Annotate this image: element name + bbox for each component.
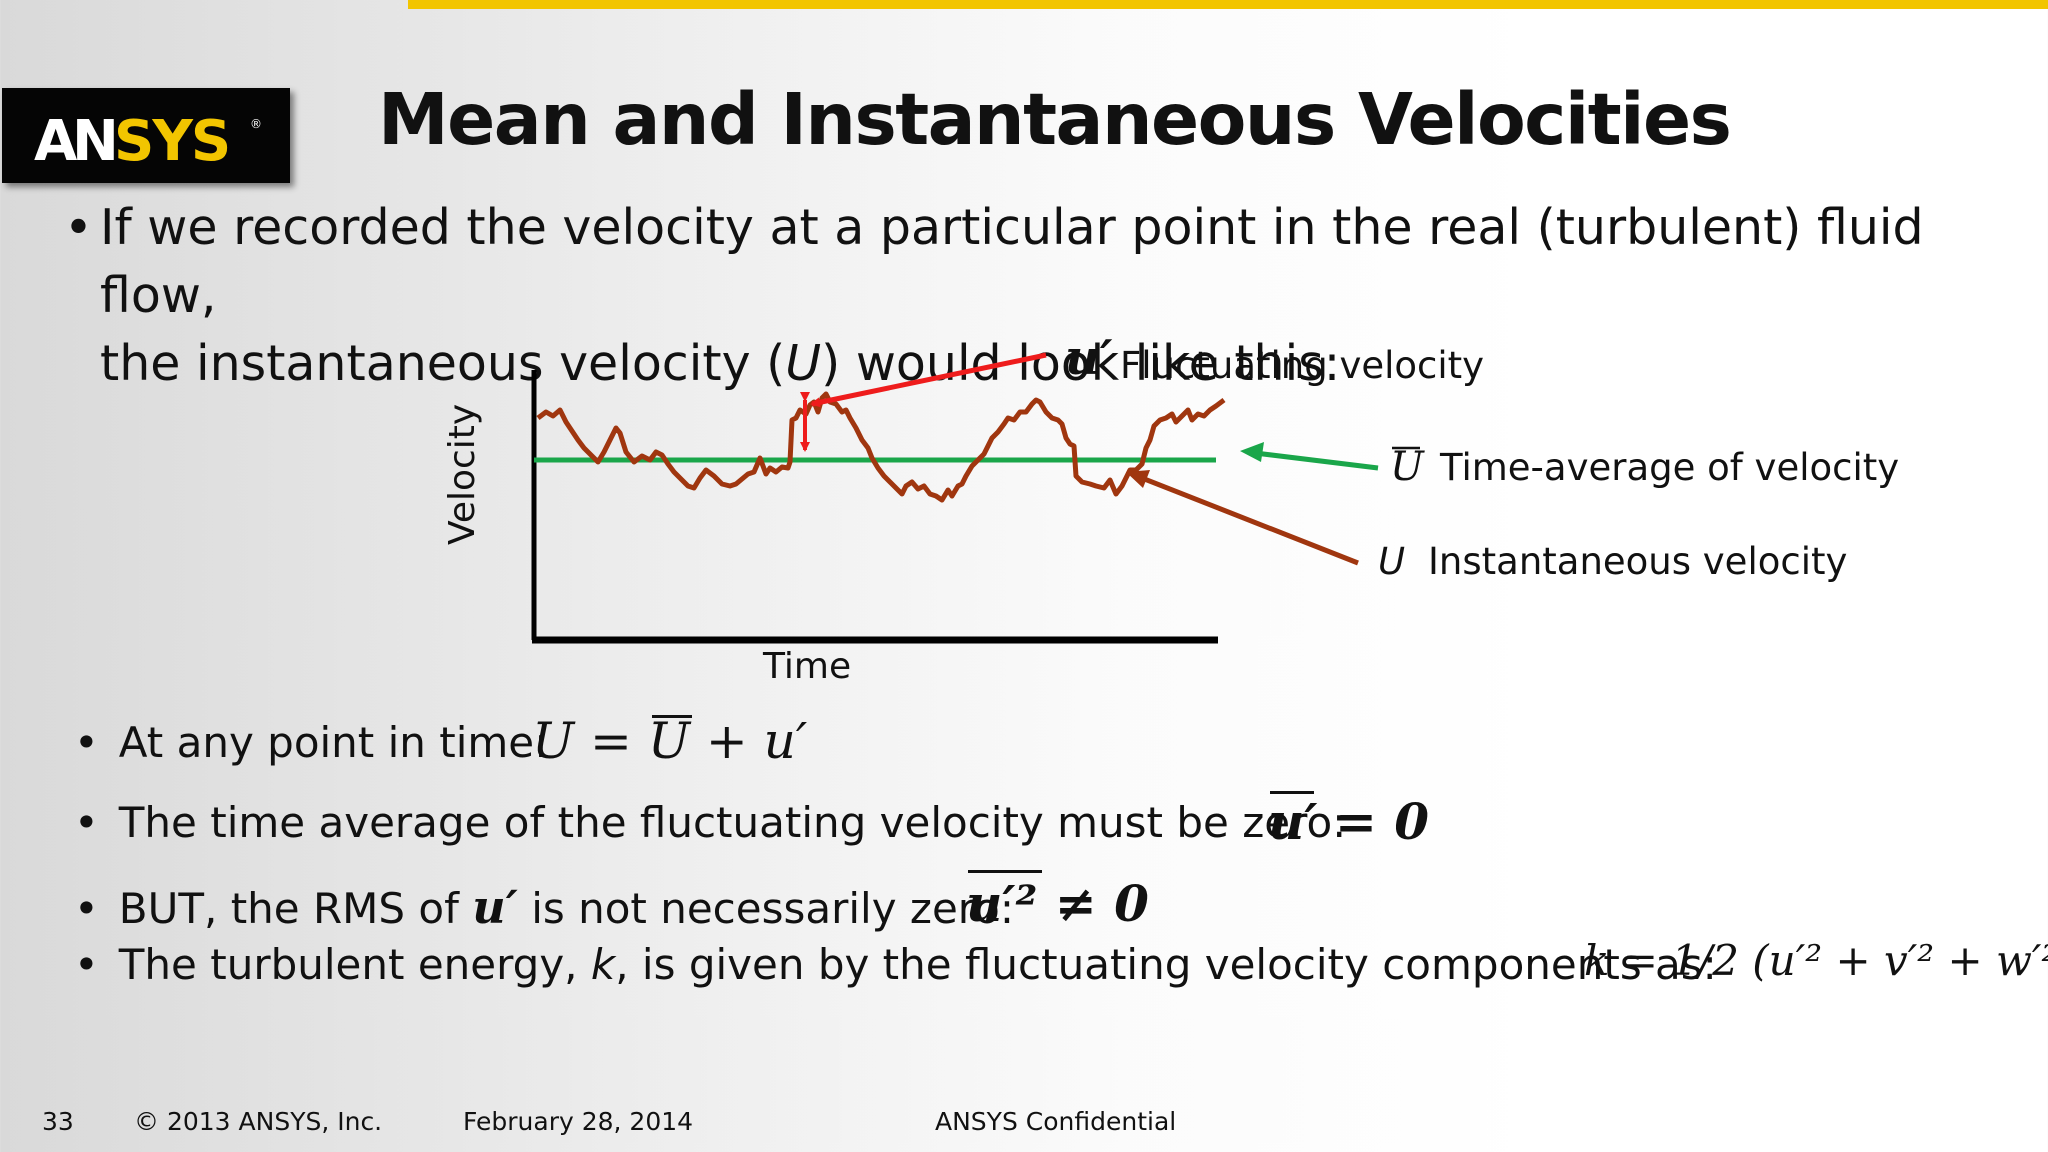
y-axis-label: Velocity	[442, 403, 483, 545]
rms-overbar	[968, 870, 1042, 873]
svg-text:SYS: SYS	[114, 109, 229, 174]
equation-rms: u′² ≠ 0	[966, 870, 1149, 933]
equation-turbulent-energy: k = 1/2 (u′² + v′² + w′²)	[1584, 936, 2048, 985]
copyright: © 2013 ANSYS, Inc.	[134, 1107, 383, 1136]
mean-pointer-arrowhead	[1240, 442, 1264, 462]
bullet-time-average: • The time average of the fluctuating vel…	[74, 798, 1347, 847]
inst-label: Instantaneous velocity	[1428, 540, 1848, 583]
confidential-label: ANSYS Confidential	[935, 1107, 1177, 1136]
fluct-label: Fluctuating velocity	[1120, 344, 1485, 387]
top-accent-bar	[408, 0, 2048, 9]
page-number: 33	[42, 1107, 74, 1136]
equation-turbulent-energy-text: k = 1/2 (u′² + v′² + w′²)	[1584, 936, 2048, 985]
velocity-var: U	[785, 335, 822, 392]
x-axis-label: Time	[763, 646, 852, 687]
equation-mean-zero: u′ = 0	[1268, 791, 1430, 851]
uprime-overbar	[1270, 791, 1314, 794]
intro-bullet: • If we recorded the velocity at a parti…	[64, 194, 2024, 398]
ansys-logo: A N SYS ®	[2, 88, 290, 183]
equation-decomposition: U = U + u′	[532, 712, 807, 770]
mean-pointer-arrow	[1254, 450, 1379, 471]
bullet-rms: • BUT, the RMS of u′ is not necessarily z…	[74, 880, 1015, 934]
instantaneous-velocity-trace	[536, 391, 1226, 503]
mean-symbol: U	[1390, 444, 1424, 490]
equation-rms-text: u′² ≠ 0	[966, 874, 1149, 933]
fluctuation-pointer-arrow	[810, 352, 1047, 408]
bullet-any-point: • At any point in time:	[74, 718, 549, 767]
svg-text:®: ®	[250, 117, 262, 131]
intro-line-2: the instantaneous velocity (U) would loo…	[100, 335, 1341, 392]
svg-text:A: A	[34, 109, 78, 174]
equation-mean-zero-text: u′ = 0	[1268, 792, 1430, 851]
fluct-symbol: u′	[1065, 330, 1113, 386]
k-var: k	[590, 940, 616, 989]
footer-date: February 28, 2014	[463, 1107, 694, 1136]
bullet-turbulent-energy: • The turbulent energy, k, is given by th…	[74, 940, 1717, 989]
svg-text:N: N	[72, 109, 117, 174]
inst-symbol: U	[1378, 540, 1406, 583]
mean-label: Time-average of velocity	[1440, 446, 1900, 489]
equation-decomposition-text: U = U + u′	[532, 712, 808, 770]
instantaneous-pointer-arrowhead	[1126, 470, 1150, 488]
intro-line-1: If we recorded the velocity at a particu…	[100, 199, 1924, 324]
bullet-dot: •	[64, 199, 93, 256]
page-title: Mean and Instantaneous Velocities	[378, 78, 1732, 161]
ubar-overbar	[652, 715, 692, 718]
rms-var: u′	[472, 880, 518, 934]
instantaneous-pointer-arrow	[1141, 475, 1359, 566]
